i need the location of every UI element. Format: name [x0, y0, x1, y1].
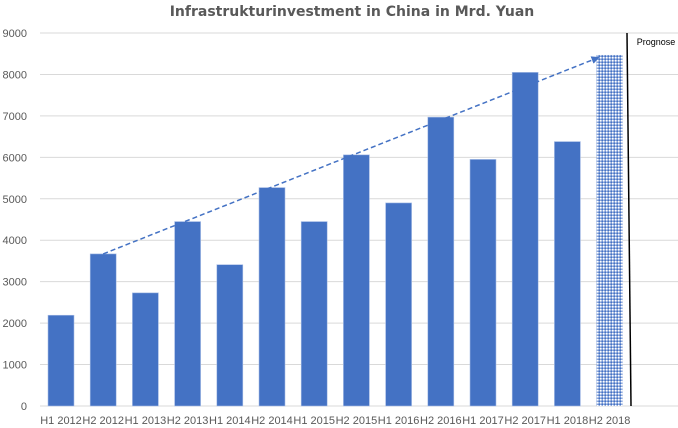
bar	[174, 221, 201, 407]
x-tick-label: H1 2015	[293, 415, 335, 427]
x-tick-label: H2 2013	[167, 415, 209, 427]
bar	[89, 253, 117, 407]
trend-arrow	[102, 56, 600, 255]
y-tick-label: 0	[21, 401, 27, 413]
x-tick-label: H2 2012	[82, 415, 124, 427]
x-tick-label: H2 2016	[420, 415, 462, 427]
x-tick-label: H1 2013	[125, 415, 167, 427]
bar	[511, 72, 539, 407]
bar	[427, 116, 455, 407]
y-tick-label: 7000	[3, 111, 27, 123]
y-tick-label: 1000	[3, 360, 27, 372]
bar	[132, 292, 159, 407]
bar	[343, 154, 370, 407]
y-tick-label: 6000	[3, 152, 27, 164]
x-tick-label: H1 2018	[547, 415, 589, 427]
x-tick-label: H1 2017	[462, 415, 504, 427]
x-tick-label: H1 2012	[40, 415, 82, 427]
bar	[300, 221, 328, 407]
x-tick-label: H2 2018	[589, 415, 631, 427]
x-tick-label: H1 2014	[209, 415, 251, 427]
bar	[385, 202, 412, 407]
y-tick-label: 5000	[3, 194, 27, 206]
y-tick-label: 9000	[3, 28, 27, 40]
x-tick-label: H2 2014	[251, 415, 293, 427]
x-tick-label: H1 2016	[378, 415, 420, 427]
bar	[258, 187, 286, 407]
x-tick-label: H2 2015	[336, 415, 378, 427]
y-tick-label: 2000	[3, 318, 27, 330]
x-tick-label: H2 2017	[504, 415, 546, 427]
y-tick-label: 3000	[3, 277, 27, 289]
bar	[554, 141, 581, 407]
forecast-bar	[596, 54, 623, 407]
y-tick-label: 8000	[3, 69, 27, 81]
forecast-divider	[626, 32, 632, 407]
y-tick-label: 4000	[3, 235, 27, 247]
forecast-label: Prognose	[637, 37, 676, 47]
bar	[47, 314, 75, 407]
bar	[216, 264, 244, 407]
chart-title: Infrastrukturinvestment in China in Mrd.…	[170, 4, 535, 20]
bar	[469, 159, 497, 407]
